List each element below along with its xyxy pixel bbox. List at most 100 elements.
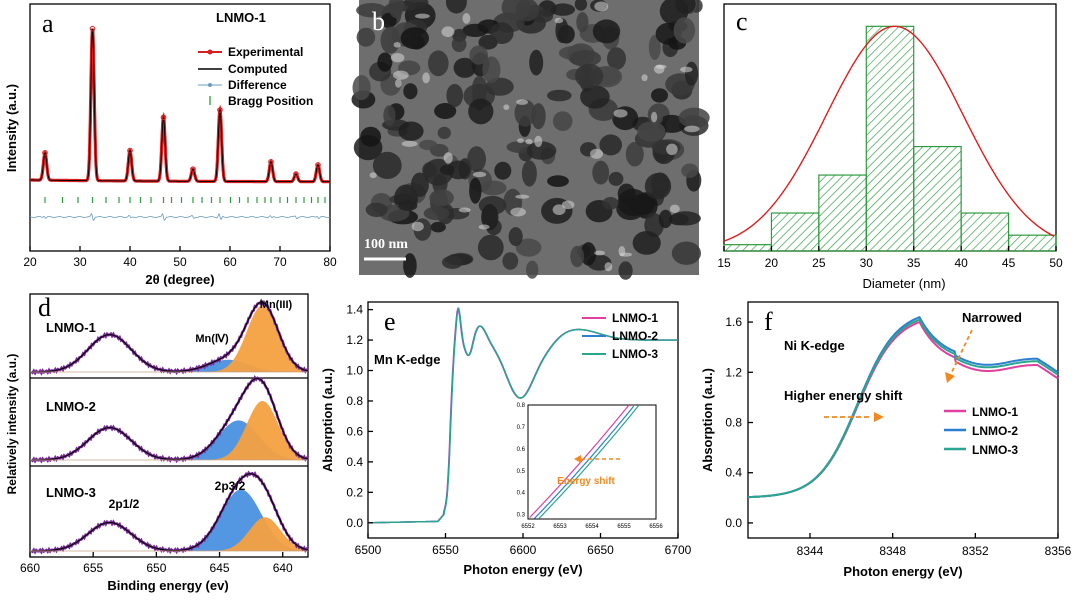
p12-label: 2p1/2 xyxy=(109,497,140,511)
tem-particle-74 xyxy=(403,83,418,100)
mn3-label: Mn(III) xyxy=(260,299,293,311)
tem-particle-5 xyxy=(502,252,519,270)
histogram-bar-5 xyxy=(960,212,1010,252)
inset-ytick-label-0: 0.3 xyxy=(517,513,526,519)
f-xtick-label-3: 8356 xyxy=(1045,544,1072,558)
a-xtick-label-6: 80 xyxy=(323,255,337,269)
panel-d-ylabel: Relatively intensity (a.u.) xyxy=(5,354,19,495)
tem-particle-176 xyxy=(617,188,648,216)
inset-xtick-label-3: 6555 xyxy=(617,524,631,530)
tem-particle-64 xyxy=(547,175,569,187)
a-xtick-label-1: 30 xyxy=(73,255,87,269)
histogram-bar-1 xyxy=(770,212,820,252)
tem-particle-122 xyxy=(422,162,437,178)
inset-xtick-label-0: 6552 xyxy=(521,524,535,530)
e-ytick-label-4: 0.8 xyxy=(346,394,363,408)
tem-bright-gap-36 xyxy=(458,207,471,213)
tem-bright-gap-28 xyxy=(369,172,377,179)
tem-particle-90 xyxy=(429,189,454,207)
legend-experimental: Experimental xyxy=(228,45,303,59)
tem-particle-168 xyxy=(377,52,393,72)
a-xtick-label-5: 70 xyxy=(273,255,287,269)
tem-bright-gap-6 xyxy=(401,140,418,147)
panel-d-sample-3: LNMO-3 xyxy=(46,485,96,500)
f-ytick-label-2: 0.8 xyxy=(725,416,742,430)
inset-ytick-label-5: 0.8 xyxy=(517,403,526,409)
legend-difference: Difference xyxy=(228,78,287,92)
tem-particle-148 xyxy=(442,255,463,269)
d-xtick-label-2: 650 xyxy=(146,561,166,575)
inset-ytick-label-4: 0.7 xyxy=(517,425,526,431)
tem-bright-gap-3 xyxy=(411,221,424,232)
tem-bright-gap-38 xyxy=(422,72,430,84)
panel-d-sample-1: LNMO-1 xyxy=(46,320,96,335)
panel-f-edge: Ni K-edge xyxy=(784,338,845,353)
tem-bright-gap-4 xyxy=(554,17,564,24)
e-ytick-label-6: 1.2 xyxy=(346,333,363,347)
tem-particle-117 xyxy=(684,61,699,86)
inset-xtick-label-4: 6556 xyxy=(649,524,663,530)
tem-particle-101 xyxy=(352,75,371,101)
legend-bragg: Bragg Position xyxy=(228,94,313,108)
tem-particle-79 xyxy=(423,206,450,221)
panel-a-frame xyxy=(29,3,331,252)
tem-bright-gap-8 xyxy=(462,13,471,24)
tem-particle-180 xyxy=(658,209,673,229)
tem-bright-gap-35 xyxy=(651,111,658,123)
xps-mn3-fill-1 xyxy=(30,305,308,372)
panel-b-letter: b xyxy=(372,7,385,36)
xrd-peak-marker-8 xyxy=(315,162,321,168)
tem-particle-181 xyxy=(555,18,569,43)
f-ytick-label-0: 0.0 xyxy=(725,516,742,530)
tem-bright-gap-20 xyxy=(594,250,605,256)
inset-xtick-label-1: 6553 xyxy=(553,524,567,530)
narrowed-label: Narrowed xyxy=(962,310,1022,325)
panel-a-ylabel: Intensity (a.u.) xyxy=(4,84,19,172)
tem-particle-179 xyxy=(383,105,396,126)
tem-bright-gap-30 xyxy=(561,200,575,210)
xps-mn3-fill-3 xyxy=(30,517,308,551)
panel-e: 6500 6550 6600 6650 6700 0.0 0.2 0.4 0.6 0.8 1.0 1.… xyxy=(320,301,692,577)
tem-particle-49 xyxy=(446,83,464,108)
panel-f-letter: f xyxy=(764,307,773,336)
tem-particle-152 xyxy=(529,49,544,76)
e-ytick-label-7: 1.4 xyxy=(346,303,363,317)
tem-bright-gap-1 xyxy=(478,224,490,230)
panel-a-letter: a xyxy=(42,9,54,38)
tem-particle-157 xyxy=(550,3,576,16)
tem-particle-134 xyxy=(451,36,467,52)
c-xtick-label-3: 30 xyxy=(860,256,874,270)
mn-kedge-line-3 xyxy=(368,306,678,524)
tem-particle-108 xyxy=(462,23,489,37)
tem-particle-121 xyxy=(400,27,429,50)
a-xtick-label-3: 50 xyxy=(173,255,187,269)
c-xtick-label-0: 15 xyxy=(717,256,731,270)
tem-particle-170 xyxy=(569,50,602,67)
tem-particle-187 xyxy=(592,160,610,185)
tem-particle-103 xyxy=(625,141,644,167)
panel-b: b 100 nm xyxy=(351,0,710,280)
legend-computed: Computed xyxy=(228,62,287,76)
narrowed-arrowhead xyxy=(945,372,955,383)
e-xtick-label-2: 6600 xyxy=(510,543,537,557)
tem-bright-gap-32 xyxy=(604,262,613,272)
xps-mn4-fill-3 xyxy=(30,489,308,551)
panel-e-edge: Mn K-edge xyxy=(374,352,440,367)
panel-e-legend: LNMO-1 LNMO-2 LNMO-3 xyxy=(582,311,658,361)
panel-e-xlabel: Photon energy (eV) xyxy=(463,562,582,577)
inset-line-2 xyxy=(533,405,635,519)
a-xtick-label-4: 60 xyxy=(223,255,237,269)
scale-bar-label: 100 nm xyxy=(364,237,408,252)
ni-kedge-line-3 xyxy=(748,318,1059,499)
c-xtick-label-6: 45 xyxy=(1002,256,1016,270)
tem-particle-110 xyxy=(372,151,402,179)
tem-particle-165 xyxy=(526,260,539,279)
gaussian-fit-line xyxy=(723,25,1055,242)
tem-bright-gap-10 xyxy=(552,204,566,215)
panel-f-frame xyxy=(747,301,1059,539)
xps-envelope-line-2 xyxy=(31,377,309,461)
f-legend-3: LNMO-3 xyxy=(972,443,1018,457)
inset-xtick-label-2: 6554 xyxy=(585,524,599,530)
panel-f-ylabel: Absorption (a.u.) xyxy=(700,368,715,472)
inset-line-3 xyxy=(538,405,639,519)
